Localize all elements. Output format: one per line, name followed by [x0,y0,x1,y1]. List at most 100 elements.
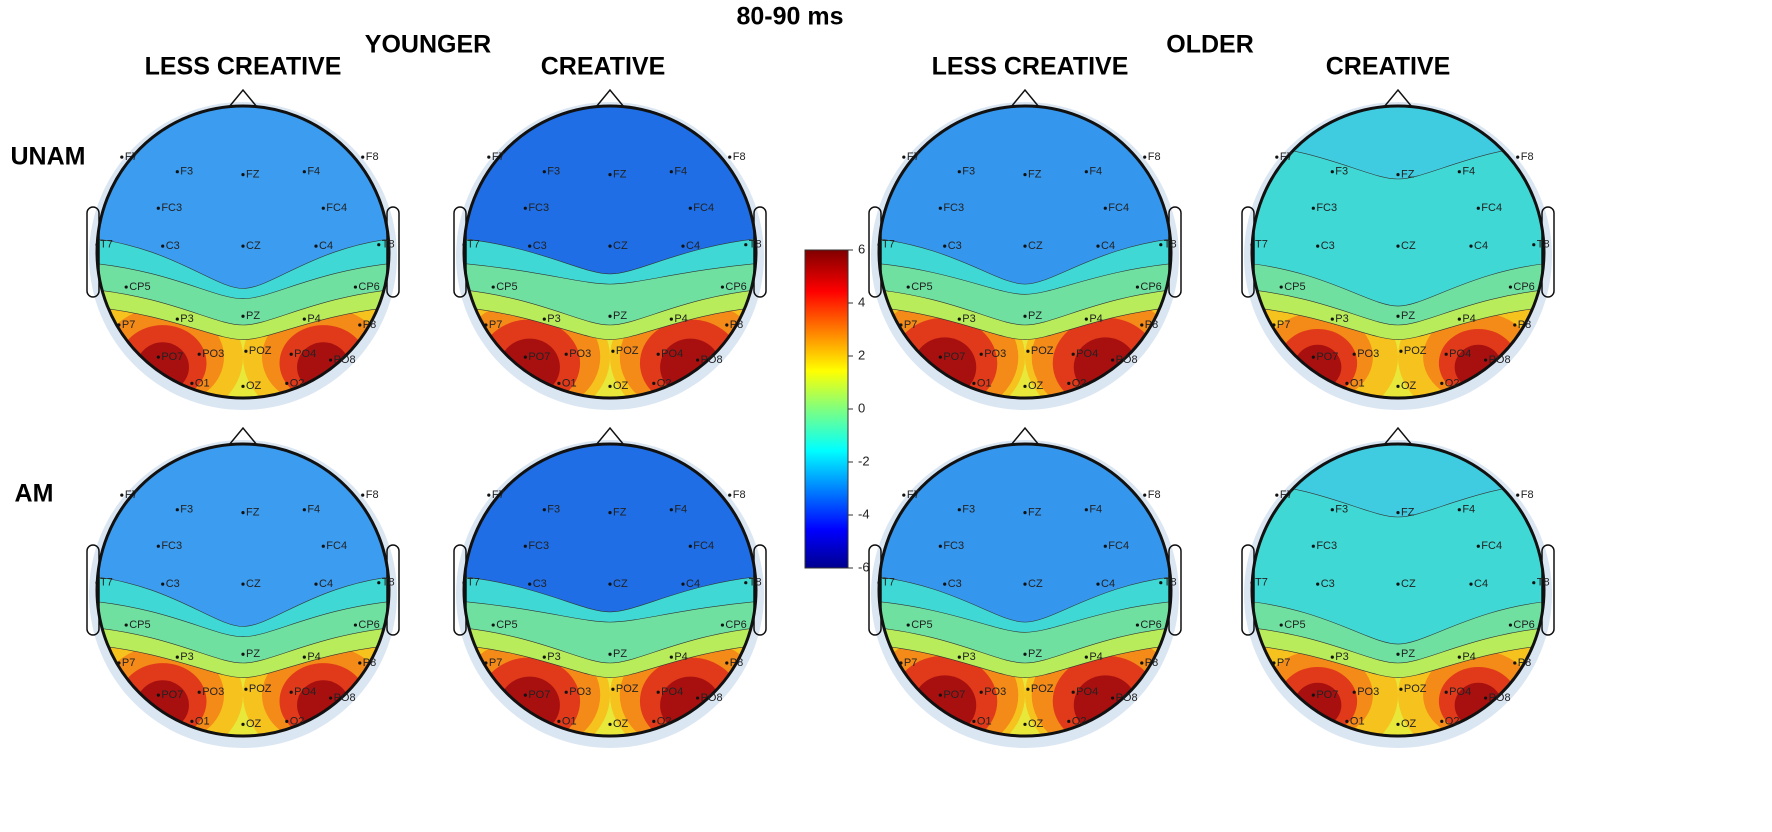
electrode-label: FC3 [161,540,182,552]
electrode [1140,323,1144,327]
electrode [1143,155,1147,159]
electrode-label: O2 [657,377,672,389]
electrode-label: POZ [616,683,639,695]
electrode [1513,661,1517,665]
electrode [1457,317,1461,321]
electrode-label: C3 [533,240,547,252]
electrode [487,155,491,159]
electrode [484,661,488,665]
electrode-label: PZ [1401,648,1415,660]
electrode-label: F4 [674,504,687,516]
condition-label: CREATIVE [1326,53,1451,81]
electrode [329,696,333,700]
topomap [1252,106,1544,398]
electrode-label: POZ [616,345,639,357]
electrode [241,173,245,177]
electrode-label: CP5 [129,281,150,293]
electrode [608,314,612,318]
electrode-label: FZ [1028,507,1042,519]
electrode-label: F8 [1148,489,1161,501]
electrode [564,690,568,694]
head-outline [462,104,758,400]
electrode [462,581,466,585]
electrode-label: F8 [733,489,746,501]
electrode [241,314,245,318]
electrode [175,508,179,512]
nose [595,426,625,446]
electrode-label: O1 [562,377,577,389]
head-outline [462,442,758,738]
electrode [289,690,293,694]
electrode-label: PO3 [984,686,1006,698]
electrode-label: O1 [195,377,210,389]
electrode-label: CP6 [1140,619,1161,631]
electrode [1330,170,1334,174]
electrode-label: OZ [1028,380,1044,392]
electrode-label: C3 [1321,578,1335,590]
electrode-label: F8 [733,151,746,163]
electrode [95,243,99,247]
electrode-label: F4 [1089,166,1102,178]
electrode [1023,652,1027,656]
electrode-label: F7 [907,151,920,163]
electrode-label: CP6 [358,619,379,631]
electrode-label: P3 [547,651,560,663]
electrode [156,206,160,210]
electrode-label: F3 [180,166,193,178]
electrode [1159,243,1163,247]
electrode-label: O2 [1072,715,1087,727]
group-label: YOUNGER [365,31,491,59]
electrode [608,244,612,248]
electrode-label: T8 [1537,577,1550,589]
electrode-label: PZ [1028,648,1042,660]
electrode [1508,285,1513,289]
electrode-label: P8 [730,657,743,669]
electrode [1469,244,1473,248]
nose [1383,426,1413,446]
electrode [358,323,362,327]
electrode [1023,511,1027,515]
electrode-label: C3 [166,240,180,252]
electrode-label: T8 [382,239,395,251]
electrode-label: F7 [125,151,138,163]
electrode [696,358,700,362]
ear [868,206,882,298]
electrode-label: T7 [467,577,480,589]
electrode [1396,173,1400,177]
electrode [1143,493,1147,497]
electrode-label: PO4 [1449,348,1471,360]
electrode-label: F4 [1462,504,1475,516]
ear [86,544,100,636]
electrode-label: F4 [674,166,687,178]
electrode-label: C3 [948,240,962,252]
electrode [161,582,165,586]
electrode [1275,155,1279,159]
electrode-label: F7 [907,489,920,501]
ear [1168,206,1182,298]
electrode-label: P7 [1277,319,1290,331]
electrode-label: CP5 [496,281,517,293]
electrode-label: T8 [1537,239,1550,251]
electrode [358,661,362,665]
electrode [938,693,942,697]
electrode-label: FC4 [1481,202,1502,214]
electrode-label: P4 [674,651,687,663]
electrode-label: CP5 [496,619,517,631]
electrode-label: C4 [1101,240,1115,252]
electrode [302,508,306,512]
electrode [241,244,245,248]
electrode [161,244,165,248]
electrode-label: T7 [882,239,895,251]
ear [386,544,400,636]
electrode-label: PO3 [984,348,1006,360]
electrode-label: T8 [749,239,762,251]
electrode [156,544,160,548]
electrode [877,581,881,585]
electrode-label: P8 [730,319,743,331]
electrode [487,493,491,497]
electrode-label: P7 [122,319,135,331]
electrode-label: O1 [562,715,577,727]
region [464,106,756,275]
electrode-label: POZ [1031,683,1054,695]
ear [86,206,100,298]
